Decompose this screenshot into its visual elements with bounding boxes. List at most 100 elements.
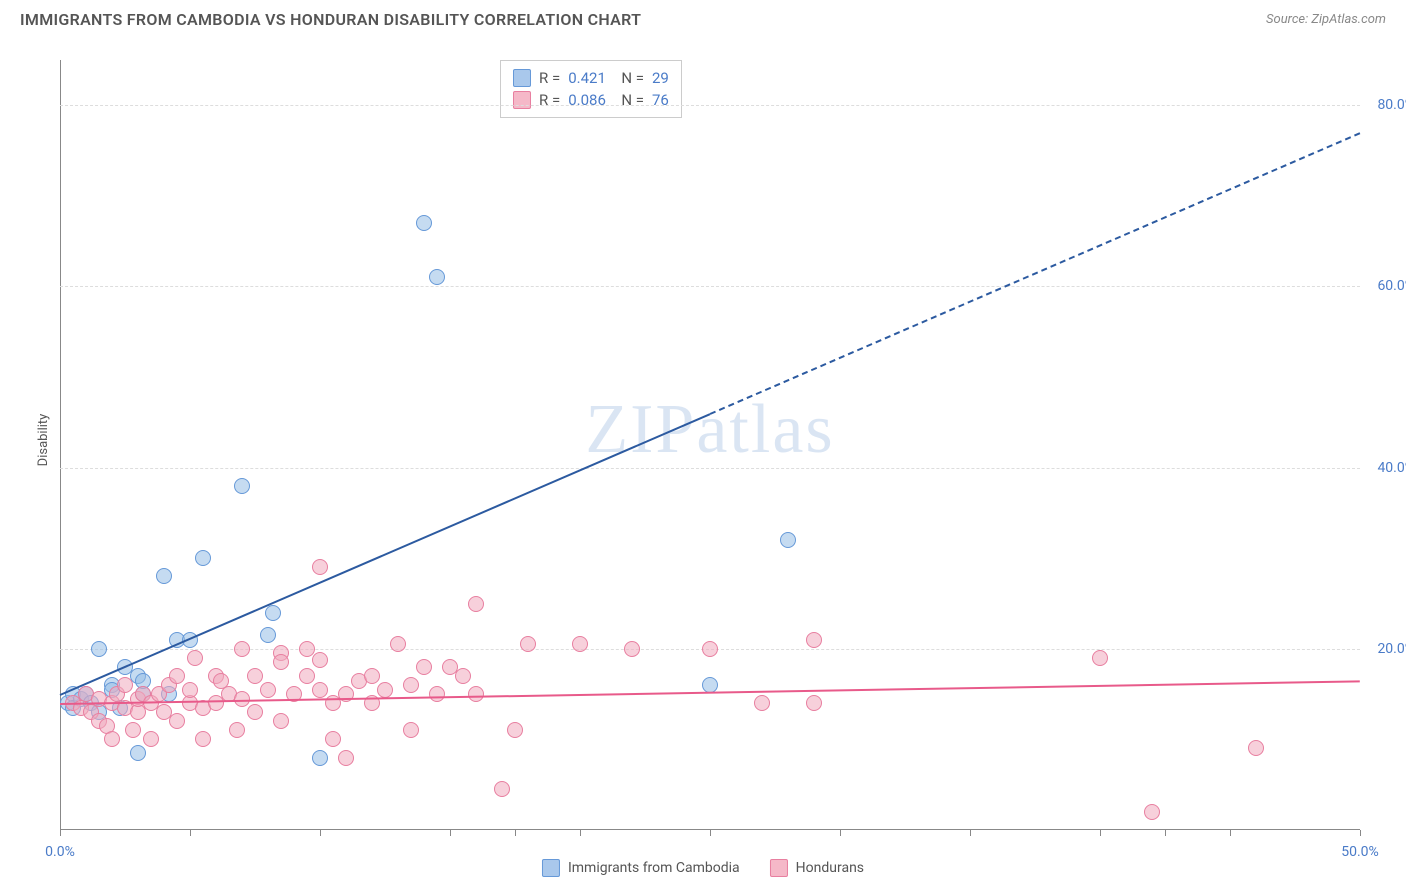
gridline (60, 286, 1360, 287)
data-point-cambodia (312, 750, 328, 766)
gridline (60, 105, 1360, 106)
data-point-hondurans (273, 654, 289, 670)
data-point-hondurans (364, 668, 380, 684)
data-point-hondurans (169, 668, 185, 684)
legend-label: Hondurans (796, 860, 864, 876)
data-point-hondurans (229, 722, 245, 738)
source-attribution: Source: ZipAtlas.com (1266, 12, 1386, 27)
data-point-cambodia (234, 478, 250, 494)
y-tick-label: 60.0% (1377, 278, 1406, 294)
legend-row: R = 0.086 N = 76 (513, 89, 669, 111)
data-point-hondurans (143, 731, 159, 747)
legend-row: R = 0.421 N = 29 (513, 67, 669, 89)
trend-line-cambodia (60, 413, 711, 696)
legend-r-value: 0.086 (568, 91, 606, 109)
data-point-hondurans (520, 636, 536, 652)
legend-n-value: 76 (652, 91, 669, 109)
data-point-hondurans (299, 668, 315, 684)
y-axis-label: Disability (36, 414, 51, 467)
data-point-hondurans (416, 659, 432, 675)
plot-area: ZIPatlas R = 0.421 N = 29 R = 0.086 N = … (60, 60, 1360, 830)
legend-item-cambodia: Immigrants from Cambodia (542, 859, 740, 877)
legend-swatch-cambodia (542, 859, 560, 877)
data-point-hondurans (403, 722, 419, 738)
data-point-hondurans (1144, 804, 1160, 820)
data-point-hondurans (455, 668, 471, 684)
x-tick (970, 830, 971, 836)
data-point-hondurans (247, 668, 263, 684)
data-point-hondurans (806, 632, 822, 648)
x-tick-label: 50.0% (1341, 844, 1379, 860)
data-point-hondurans (260, 682, 276, 698)
data-point-cambodia (91, 641, 107, 657)
data-point-hondurans (494, 781, 510, 797)
data-point-hondurans (1248, 740, 1264, 756)
correlation-legend: R = 0.421 N = 29 R = 0.086 N = 76 (500, 60, 682, 118)
y-tick-label: 20.0% (1377, 641, 1406, 657)
data-point-cambodia (260, 627, 276, 643)
data-point-hondurans (312, 682, 328, 698)
x-tick (515, 830, 516, 836)
legend-item-hondurans: Hondurans (770, 859, 864, 877)
data-point-hondurans (312, 559, 328, 575)
data-point-hondurans (169, 713, 185, 729)
data-point-hondurans (182, 682, 198, 698)
data-point-hondurans (377, 682, 393, 698)
x-tick (320, 830, 321, 836)
x-tick (1230, 830, 1231, 836)
data-point-hondurans (572, 636, 588, 652)
x-tick (580, 830, 581, 836)
data-point-hondurans (117, 677, 133, 693)
data-point-cambodia (265, 605, 281, 621)
legend-n-label: N = (614, 91, 644, 109)
legend-r-value: 0.421 (568, 69, 606, 87)
legend-swatch-cambodia (513, 69, 531, 87)
data-point-hondurans (468, 686, 484, 702)
data-point-hondurans (234, 691, 250, 707)
x-tick (190, 830, 191, 836)
data-point-hondurans (468, 596, 484, 612)
data-point-cambodia (130, 745, 146, 761)
data-point-hondurans (325, 731, 341, 747)
data-point-cambodia (156, 568, 172, 584)
data-point-hondurans (187, 650, 203, 666)
legend-label: Immigrants from Cambodia (568, 860, 740, 876)
x-tick (1165, 830, 1166, 836)
data-point-hondurans (1092, 650, 1108, 666)
x-tick (1360, 830, 1361, 836)
data-point-hondurans (507, 722, 523, 738)
data-point-hondurans (338, 750, 354, 766)
data-point-hondurans (754, 695, 770, 711)
legend-r-label: R = (539, 69, 560, 87)
legend-swatch-hondurans (513, 91, 531, 109)
y-axis-line (60, 60, 61, 830)
legend-swatch-hondurans (770, 859, 788, 877)
watermark: ZIPatlas (585, 390, 834, 470)
y-tick-label: 40.0% (1377, 460, 1406, 476)
data-point-hondurans (247, 704, 263, 720)
data-point-hondurans (429, 686, 445, 702)
data-point-hondurans (234, 641, 250, 657)
y-tick-label: 80.0% (1377, 97, 1406, 113)
data-point-hondurans (104, 731, 120, 747)
data-point-cambodia (416, 215, 432, 231)
x-tick (450, 830, 451, 836)
trend-line-dash-cambodia (710, 133, 1361, 416)
x-tick (60, 830, 61, 836)
data-point-hondurans (806, 695, 822, 711)
data-point-hondurans (403, 677, 419, 693)
x-tick (710, 830, 711, 836)
scatter-chart: Disability ZIPatlas R = 0.421 N = 29 R =… (40, 50, 1380, 830)
data-point-cambodia (780, 532, 796, 548)
data-point-hondurans (195, 731, 211, 747)
legend-n-label: N = (614, 69, 644, 87)
legend-n-value: 29 (652, 69, 669, 87)
x-tick (840, 830, 841, 836)
series-legend: Immigrants from Cambodia Hondurans (542, 859, 864, 877)
page-title: IMMIGRANTS FROM CAMBODIA VS HONDURAN DIS… (20, 10, 641, 29)
data-point-hondurans (125, 722, 141, 738)
data-point-hondurans (273, 713, 289, 729)
x-tick-label: 0.0% (45, 844, 75, 860)
data-point-cambodia (195, 550, 211, 566)
gridline (60, 468, 1360, 469)
